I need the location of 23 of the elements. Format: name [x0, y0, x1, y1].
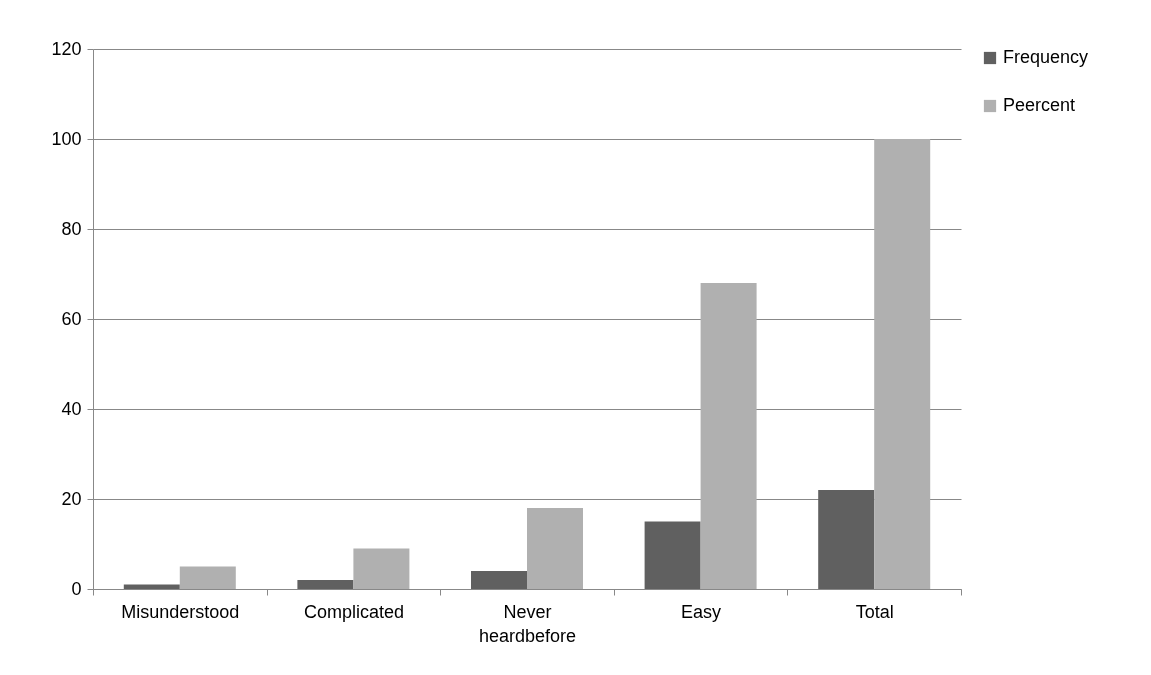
y-tick-label: 60 — [61, 308, 82, 329]
y-tick-label: 100 — [51, 128, 82, 149]
bar — [527, 508, 583, 589]
legend-label: Frequency — [1003, 47, 1089, 67]
bar — [353, 548, 410, 589]
bar — [700, 283, 757, 589]
bar — [297, 580, 354, 589]
x-tick-label: Easy — [681, 601, 722, 622]
x-tick-label: Misunderstood — [121, 601, 240, 622]
y-tick-label: 80 — [61, 218, 82, 239]
y-tick-label: 0 — [71, 578, 82, 599]
y-tick-label: 20 — [61, 488, 82, 509]
bar — [644, 521, 701, 589]
x-tick-label: Complicated — [303, 601, 404, 622]
x-tick-label: Total — [855, 601, 894, 622]
bar — [818, 490, 875, 589]
bar — [874, 139, 931, 589]
y-tick-label: 120 — [51, 38, 82, 59]
bar — [179, 566, 236, 589]
bar — [471, 571, 527, 589]
x-tick-label: Never heardbefore — [478, 601, 577, 646]
legend-label: Peercent — [1003, 95, 1076, 115]
y-tick-label: 40 — [61, 398, 82, 419]
